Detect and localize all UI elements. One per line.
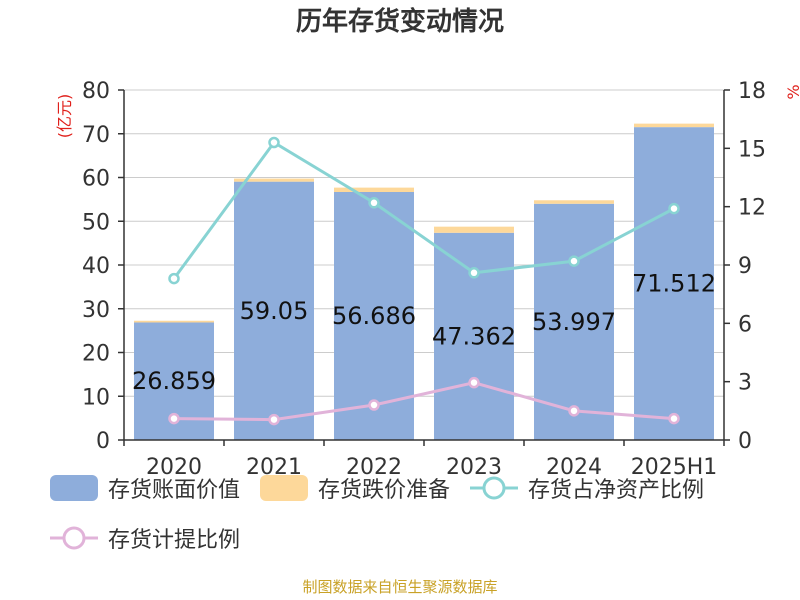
point-series-3-2020[interactable]	[168, 412, 180, 425]
point-series-3-2024[interactable]	[568, 405, 580, 417]
bar-impairment-2023[interactable]	[434, 226, 514, 233]
point-series-3-2025H1[interactable]	[668, 412, 680, 425]
line-series-group	[168, 136, 680, 426]
y-left-tick-label-10: 10	[82, 385, 110, 410]
legend-label-book-value: 存货账面价值	[108, 478, 241, 503]
legend-item-book-value[interactable]: 存货账面价值	[50, 472, 240, 504]
legend-row-1: 存货账面价值 存货跌价准备 存货占净资产比例	[50, 472, 724, 504]
data-label-2022: 56.686	[332, 302, 416, 330]
bar-book-value-2021[interactable]	[234, 181, 314, 440]
legend-row-2: 存货计提比例	[50, 522, 260, 554]
legend-swatch-impairment	[260, 475, 309, 501]
y-left-tick-label-80: 80	[82, 79, 110, 104]
legend-item-impairment[interactable]: 存货跌价准备	[260, 472, 450, 504]
line-series-3	[173, 381, 675, 422]
y-right-tick-label-0: 0	[738, 429, 752, 454]
data-label-2024: 53.997	[532, 308, 616, 336]
x-tick-label-2025H1: 2025H1	[631, 455, 718, 480]
y-right-tick-label-6: 6	[738, 312, 752, 337]
point-series-2-2024[interactable]	[568, 255, 580, 267]
data-label-2025H1: 71.512	[632, 270, 716, 298]
line-series-2	[172, 140, 675, 280]
x-tick-label-2024: 2024	[546, 455, 602, 480]
bar-impairment-2021[interactable]	[234, 178, 314, 182]
data-label-2020: 26.859	[132, 367, 216, 395]
y-left-tick-label-30: 30	[82, 298, 110, 323]
y-axis-label-right: %	[784, 84, 800, 99]
grid-lines	[124, 89, 724, 397]
legend-item-net-asset-ratio[interactable]: 存货占净资产比例	[470, 472, 704, 504]
y-right-tick-label-3: 3	[738, 371, 752, 396]
chart-title: 历年存货变动情况	[296, 6, 504, 37]
y-right-tick-label-18: 18	[738, 79, 766, 104]
y-left-tick-label-60: 60	[82, 167, 110, 192]
data-labels-group: 26.859 59.05 56.686 47.362 53.997 71.512	[132, 270, 716, 396]
legend-swatch-net-asset-ratio	[470, 476, 519, 500]
y-axis-label-left: (亿元)	[55, 94, 74, 139]
point-series-2-2020[interactable]	[168, 272, 180, 285]
legend-label-provision-ratio: 存货计提比例	[108, 528, 241, 553]
point-series-3-2023[interactable]	[468, 376, 480, 389]
bar-book-value-2025H1[interactable]	[634, 127, 714, 440]
bar-book-value-2024[interactable]	[534, 203, 614, 440]
point-series-2-2021[interactable]	[268, 136, 280, 149]
y-right-tick-label-15: 15	[738, 137, 766, 162]
legend-swatch-provision-ratio	[50, 526, 98, 550]
data-label-2021: 59.05	[240, 297, 309, 325]
y-left-tick-label-50: 50	[82, 210, 110, 235]
bar-impairment-2025H1[interactable]	[634, 123, 714, 128]
x-tick-label-2020: 2020	[146, 455, 202, 480]
legend-item-provision-ratio[interactable]: 存货计提比例	[50, 522, 240, 554]
point-series-2-2025H1[interactable]	[668, 202, 680, 215]
y-right-tick-label-12: 12	[738, 196, 766, 221]
y-left-tick-label-0: 0	[96, 429, 110, 454]
y-left-tick-label-40: 40	[82, 254, 110, 279]
x-tick-label-2023: 2023	[446, 455, 502, 480]
point-series-3-2021[interactable]	[268, 413, 280, 426]
bar-impairment-2024[interactable]	[534, 200, 614, 204]
y-left-tick-label-20: 20	[82, 342, 110, 367]
y-right-tick-label-9: 9	[738, 254, 752, 279]
legend-label-impairment: 存货跌价准备	[318, 478, 451, 503]
point-series-3-2022[interactable]	[368, 399, 380, 411]
point-series-2-2023[interactable]	[468, 267, 480, 279]
bar-impairment-2020[interactable]	[134, 320, 214, 323]
point-series-2-2022[interactable]	[368, 197, 380, 209]
legend-swatch-book-value	[50, 475, 98, 501]
legend-label-net-asset-ratio: 存货占净资产比例	[528, 478, 705, 503]
y-left-tick-label-70: 70	[82, 123, 110, 148]
source-note: 制图数据来自恒生聚源数据库	[302, 578, 497, 596]
data-label-2023: 47.362	[432, 322, 516, 350]
x-tick-label-2022: 2022	[346, 455, 402, 480]
bar-impairment-2022[interactable]	[334, 187, 414, 192]
